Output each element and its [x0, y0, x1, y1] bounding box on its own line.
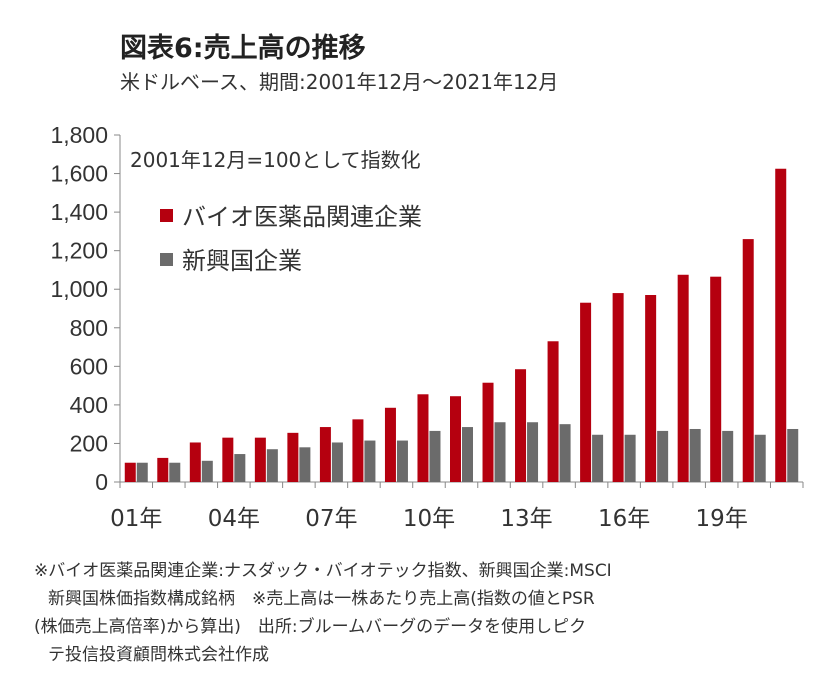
- bar-emerging: [527, 422, 539, 482]
- bar-emerging: [722, 430, 734, 482]
- bar-biotech: [677, 274, 689, 482]
- x-tick-label: 13年: [500, 506, 552, 532]
- y-tick-label: 1,800: [50, 122, 108, 148]
- chart-labels: 0 200 400 600 800 1,000 1,200 1,400 1,600 1,800 01…: [50, 122, 747, 532]
- footnote-line-4: テ投信投資顧問株式会社作成: [48, 645, 269, 665]
- legend-swatch-emerging: [160, 253, 173, 266]
- legend-label-biotech: バイオ医薬品関連企業: [182, 203, 422, 231]
- bar-emerging: [331, 442, 343, 482]
- y-tick-label: 1,200: [50, 238, 108, 264]
- bar-emerging: [429, 430, 441, 482]
- bar-emerging: [689, 428, 701, 482]
- bar-emerging: [657, 430, 669, 482]
- bar-emerging: [787, 428, 799, 482]
- bar-emerging: [462, 427, 473, 482]
- footnote-block: ※バイオ医薬品関連企業:ナスダック・バイオテック指数、新興国企業:MSCI 新興…: [34, 557, 824, 669]
- bar-biotech: [742, 239, 754, 482]
- bar-biotech: [319, 427, 331, 482]
- bar-emerging: [754, 434, 766, 482]
- bar-biotech: [287, 432, 299, 482]
- y-tick-label: 600: [70, 353, 108, 379]
- bar-biotech: [547, 341, 559, 482]
- bar-emerging: [494, 422, 506, 482]
- index-base-note: 2001年12月=100として指数化: [130, 148, 421, 172]
- y-tick-label: 400: [70, 392, 108, 418]
- bar-emerging: [266, 449, 278, 482]
- bar-emerging: [396, 440, 408, 482]
- y-tick-label: 0: [95, 469, 108, 495]
- bar-emerging: [234, 454, 246, 482]
- bar-biotech: [124, 462, 136, 482]
- chart-title: 図表6:売上高の推移: [120, 33, 366, 64]
- bar-emerging: [299, 447, 311, 482]
- bar-biotech: [352, 419, 364, 482]
- bar-emerging: [169, 462, 181, 482]
- bar-biotech: [580, 302, 592, 482]
- footnote-line-3: (株価売上高倍率)から算出) 出所:ブルームバーグのデータを使用しピク: [34, 617, 587, 637]
- chart-subtitle: 米ドルベース、期間:2001年12月～2021年12月: [120, 70, 559, 94]
- bar-biotech: [612, 293, 624, 482]
- bar-biotech: [189, 442, 201, 482]
- bar-emerging: [136, 462, 148, 482]
- bar-biotech: [157, 457, 169, 482]
- bar-biotech: [515, 369, 527, 482]
- x-tick-label: 10年: [403, 506, 455, 532]
- y-tick-label: 800: [70, 315, 108, 341]
- footnote-line-2: 新興国株価指数構成銘柄 ※売上高は一株あたり売上高(指数の値とPSR: [48, 589, 595, 609]
- bar-emerging: [364, 440, 376, 482]
- bar-emerging: [624, 434, 636, 482]
- bar-biotech: [222, 437, 234, 482]
- x-tick-label: 01年: [110, 506, 162, 532]
- sales-bar-chart: 0 200 400 600 800 1,000 1,200 1,400 1,600 1,800 01…: [50, 122, 804, 532]
- x-tick-label: 04年: [208, 506, 260, 532]
- bar-biotech: [482, 382, 494, 482]
- bar-biotech: [254, 437, 266, 482]
- x-tick-label: 16年: [598, 506, 650, 532]
- footnote-line-1: ※バイオ医薬品関連企業:ナスダック・バイオテック指数、新興国企業:MSCI: [34, 561, 612, 581]
- bar-biotech: [384, 407, 396, 482]
- bar-emerging: [201, 460, 213, 482]
- bar-biotech: [450, 396, 461, 482]
- bar-biotech: [710, 276, 722, 482]
- y-tick-label: 1,000: [50, 276, 108, 302]
- x-tick-label: 19年: [696, 506, 748, 532]
- chart-axes: [114, 134, 804, 488]
- bar-emerging: [559, 424, 571, 482]
- bar-emerging: [592, 434, 604, 482]
- legend-swatch-biotech: [160, 209, 173, 222]
- y-tick-label: 200: [70, 430, 108, 456]
- y-tick-label: 1,400: [50, 199, 108, 225]
- bar-biotech: [417, 394, 429, 482]
- chart-bars: [124, 168, 799, 482]
- legend-label-emerging: 新興国企業: [182, 247, 302, 275]
- bar-biotech: [645, 295, 657, 482]
- bar-biotech: [775, 168, 787, 482]
- x-tick-label: 07年: [305, 506, 357, 532]
- y-tick-label: 1,600: [50, 161, 108, 187]
